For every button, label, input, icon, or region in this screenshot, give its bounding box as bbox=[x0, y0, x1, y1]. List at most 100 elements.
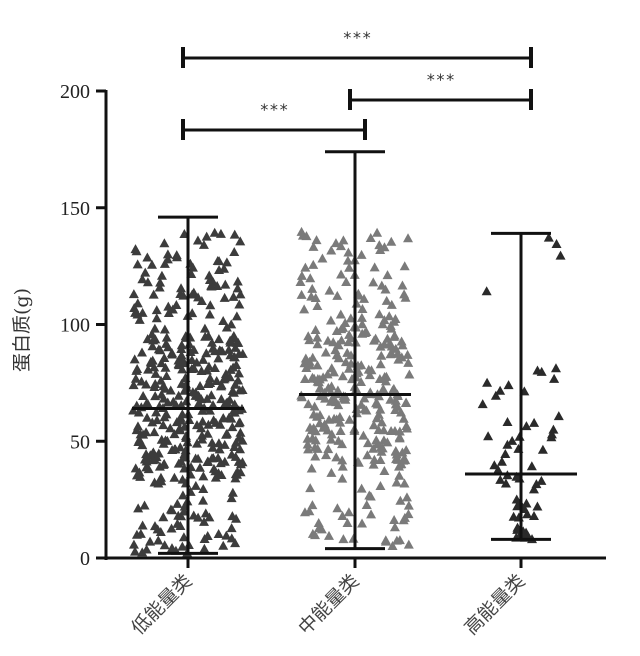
data-point bbox=[199, 516, 210, 526]
data-point bbox=[306, 291, 317, 301]
data-point bbox=[529, 417, 540, 427]
data-point bbox=[140, 267, 151, 277]
data-point bbox=[356, 312, 367, 322]
data-point bbox=[131, 246, 142, 256]
data-point bbox=[208, 463, 219, 473]
data-point bbox=[156, 476, 167, 486]
data-point bbox=[389, 514, 400, 524]
data-point bbox=[136, 376, 147, 386]
data-point bbox=[333, 400, 344, 410]
data-point bbox=[211, 375, 222, 385]
data-point bbox=[388, 331, 399, 341]
data-point bbox=[170, 400, 181, 410]
data-point bbox=[522, 509, 533, 519]
x-tick-label: 中能量类 bbox=[294, 570, 363, 639]
data-point bbox=[204, 270, 215, 280]
data-point bbox=[351, 298, 362, 308]
data-point bbox=[307, 425, 318, 435]
data-point bbox=[374, 240, 385, 250]
data-point bbox=[342, 347, 353, 357]
data-point bbox=[160, 362, 171, 372]
data-point bbox=[357, 319, 368, 329]
data-point bbox=[372, 227, 383, 237]
data-point bbox=[369, 262, 380, 272]
data-point bbox=[384, 339, 395, 349]
data-point bbox=[375, 442, 386, 452]
data-point bbox=[495, 474, 506, 484]
data-point bbox=[394, 461, 405, 471]
data-point bbox=[324, 414, 335, 424]
data-point bbox=[130, 546, 141, 556]
data-point bbox=[398, 413, 409, 423]
data-point bbox=[334, 412, 345, 422]
data-point bbox=[386, 299, 397, 309]
data-point bbox=[364, 370, 375, 380]
data-point bbox=[158, 512, 169, 522]
data-point bbox=[307, 372, 318, 382]
data-point bbox=[390, 313, 401, 323]
data-point bbox=[385, 394, 396, 404]
data-point bbox=[129, 303, 140, 313]
data-point bbox=[228, 330, 239, 340]
data-point bbox=[187, 308, 198, 318]
data-point bbox=[166, 523, 177, 533]
data-point bbox=[207, 442, 218, 452]
data-point bbox=[155, 526, 166, 536]
data-point bbox=[161, 332, 172, 342]
x-tick-label: 低能量类 bbox=[127, 570, 196, 639]
data-point bbox=[128, 380, 139, 390]
data-point bbox=[551, 239, 562, 249]
data-point bbox=[295, 276, 306, 286]
data-point bbox=[156, 358, 167, 368]
data-point bbox=[158, 381, 169, 391]
x-tick-label: 高能量类 bbox=[460, 570, 529, 639]
data-point bbox=[221, 322, 232, 332]
data-point bbox=[300, 353, 311, 363]
data-point bbox=[391, 398, 402, 408]
data-point bbox=[189, 363, 200, 373]
data-point bbox=[299, 373, 310, 383]
data-point bbox=[381, 295, 392, 305]
data-point bbox=[222, 397, 233, 407]
data-point bbox=[141, 379, 152, 389]
data-point bbox=[220, 279, 231, 289]
data-point bbox=[495, 385, 506, 395]
data-point bbox=[204, 512, 215, 522]
data-point bbox=[177, 490, 188, 500]
data-point bbox=[375, 480, 386, 490]
data-point bbox=[335, 309, 346, 319]
data-point bbox=[197, 416, 208, 426]
data-point bbox=[145, 356, 156, 366]
data-point bbox=[213, 528, 224, 538]
data-point bbox=[154, 282, 165, 292]
data-point bbox=[166, 347, 177, 357]
data-point bbox=[151, 407, 162, 417]
data-point bbox=[390, 343, 401, 353]
data-point bbox=[235, 289, 246, 299]
data-point bbox=[137, 520, 148, 530]
data-point bbox=[370, 333, 381, 343]
data-point bbox=[158, 459, 169, 469]
data-point bbox=[493, 464, 504, 474]
data-point bbox=[162, 249, 173, 259]
data-point bbox=[203, 361, 214, 371]
data-point bbox=[213, 334, 224, 344]
data-point bbox=[376, 417, 387, 427]
data-point bbox=[401, 492, 412, 502]
data-point bbox=[173, 458, 184, 468]
data-point bbox=[358, 430, 369, 440]
y-tick-label: 150 bbox=[60, 198, 90, 220]
data-point bbox=[402, 349, 413, 359]
data-point bbox=[375, 404, 386, 414]
data-point bbox=[159, 238, 170, 248]
data-point bbox=[218, 413, 229, 423]
data-point bbox=[328, 367, 339, 377]
data-point bbox=[176, 340, 187, 350]
data-point bbox=[201, 231, 212, 241]
data-point bbox=[201, 348, 212, 358]
data-point bbox=[197, 434, 208, 444]
data-point bbox=[296, 270, 307, 280]
data-point bbox=[311, 235, 322, 245]
data-point bbox=[546, 429, 557, 439]
data-point bbox=[376, 280, 387, 290]
